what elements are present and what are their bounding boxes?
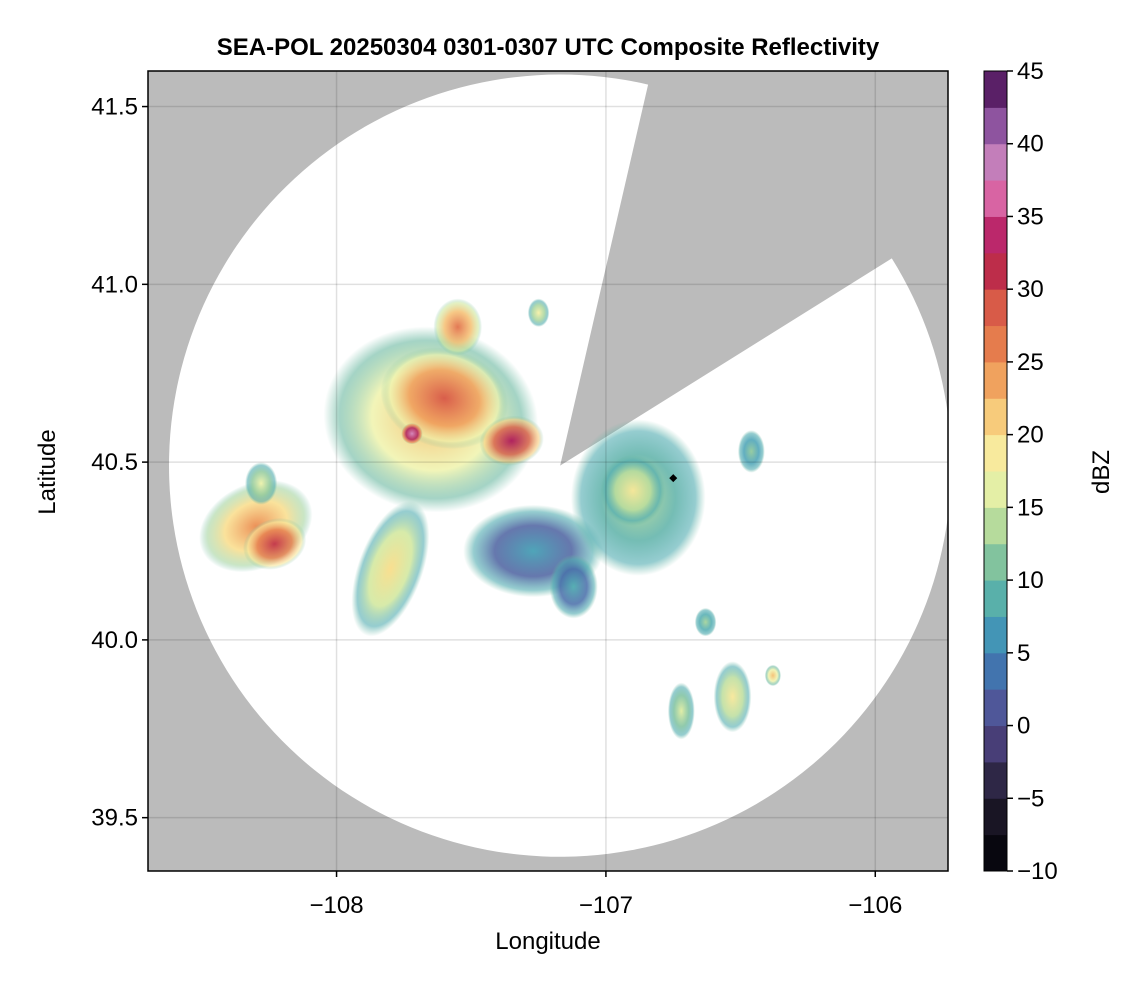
colorbar-band <box>984 761 1007 799</box>
colorbar-tick-label: 0 <box>1017 713 1030 740</box>
station-marker <box>669 474 678 483</box>
plot-area <box>148 71 948 871</box>
colorbar-band <box>984 398 1007 436</box>
echo-cell-northern-peak <box>401 423 423 445</box>
echo-cell-ne-fragment <box>527 298 550 327</box>
y-tick-label: 40.0 <box>91 627 138 654</box>
colorbar-tick-label: 30 <box>1017 276 1044 303</box>
echo-cell-northern-core-2 <box>479 415 544 466</box>
colorbar-band <box>984 471 1007 508</box>
x-tick-label: −106 <box>848 892 902 919</box>
axes: −108 −107 −106 39.5 40.0 40.5 41.0 41.5 <box>91 94 902 919</box>
colorbar-band <box>984 580 1007 617</box>
echo-cell-western-storm-core <box>243 518 307 570</box>
colorbar-band <box>984 325 1007 363</box>
colorbar-tick-label: −10 <box>1017 858 1058 885</box>
echo-cell-southwest-spur <box>351 501 430 637</box>
radar-coverage-area <box>169 74 948 857</box>
echo-cell-central-weak-tail <box>549 554 598 619</box>
colorbar-tick-label: 40 <box>1017 131 1044 158</box>
colorbar-tick-label: 45 <box>1017 58 1044 85</box>
y-tick-label: 39.5 <box>91 805 138 832</box>
echo-cell-east-small-fragment <box>694 607 717 637</box>
colorbar-tick-label: 5 <box>1017 640 1030 667</box>
chart-title: SEA-POL 20250304 0301-0307 UTC Composite… <box>216 34 880 61</box>
x-tick-label: −107 <box>579 892 633 919</box>
grid-lines <box>148 71 948 871</box>
colorbar-band <box>984 252 1007 290</box>
echo-cell-east-north-fragment <box>737 430 765 473</box>
echo-cell-eastern-core <box>600 455 666 527</box>
colorbar-band <box>984 107 1007 145</box>
colorbar-band <box>984 543 1007 581</box>
colorbar-tick-label: 20 <box>1017 422 1044 449</box>
colorbar-band <box>984 216 1007 254</box>
marker-layer <box>669 474 678 483</box>
colorbar-bands <box>984 71 1007 872</box>
colorbar-band <box>984 689 1007 727</box>
colorbar-tick-label: −5 <box>1017 785 1044 812</box>
colorbar-tick-label: 35 <box>1017 203 1044 230</box>
colorbar-band <box>984 180 1007 217</box>
colorbar-ticks: −10 −5 0 5 10 15 20 25 30 35 40 45 <box>1007 58 1058 885</box>
colorbar-band <box>984 361 1007 399</box>
y-tick-label: 40.5 <box>91 449 138 476</box>
colorbar-label: dBZ <box>1088 449 1115 495</box>
plot-frame <box>147 70 949 872</box>
colorbar-tick-label: 10 <box>1017 567 1044 594</box>
colorbar-band <box>984 143 1007 181</box>
echo-cell-southeast-cell-b <box>667 682 695 740</box>
x-axis-label: Longitude <box>495 928 601 955</box>
colorbar-tick-label: 25 <box>1017 349 1044 376</box>
echo-cell-western-storm-edge <box>244 462 278 505</box>
colorbar-band <box>984 725 1007 763</box>
colorbar-band <box>984 434 1007 472</box>
x-tick-label: −108 <box>310 892 364 919</box>
colorbar-frame <box>983 70 1008 872</box>
colorbar-band <box>984 834 1007 872</box>
colorbar-band <box>984 616 1007 654</box>
echo-cell-southeast-cell-c <box>764 664 781 687</box>
colorbar-tick-label: 15 <box>1017 494 1044 521</box>
y-axis-label: Latitude <box>34 429 61 515</box>
colorbar-band <box>984 71 1007 108</box>
colorbar-band <box>984 652 1007 690</box>
y-tick-label: 41.0 <box>91 271 138 298</box>
colorbar-band <box>984 507 1007 545</box>
colorbar-band <box>984 289 1007 327</box>
echo-layer <box>199 298 781 740</box>
colorbar-band <box>984 798 1007 836</box>
echo-cell-southeast-cell-a <box>713 661 752 733</box>
echo-cell-northern-tip <box>433 298 483 356</box>
y-tick-label: 41.5 <box>91 94 138 121</box>
